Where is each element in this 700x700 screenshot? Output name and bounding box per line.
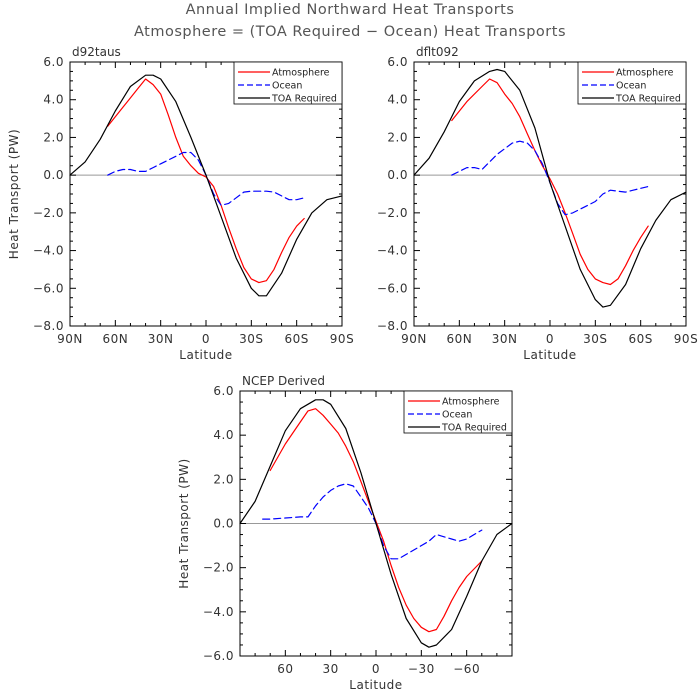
- series-ocean: [107, 151, 305, 206]
- y-tick-label: −4.0: [33, 244, 64, 258]
- y-tick-label: 4.0: [213, 428, 234, 442]
- y-tick-label: −2.0: [203, 561, 234, 575]
- chart-panel-3: −6.0 −4.0 −2.0 0.0 2.0 4.0 6.0 60 30 0 −30 −60 NCEP …: [177, 374, 513, 692]
- figure-title-line2: Atmosphere = (TOA Required − Ocean) Heat…: [134, 24, 566, 40]
- x-tick-label: 30N: [492, 332, 518, 346]
- y-tick-label: 2.0: [213, 472, 234, 486]
- x-axis-label: Latitude: [179, 348, 232, 362]
- series-toa-required: [69, 74, 343, 297]
- series-atmosphere: [269, 408, 483, 633]
- legend-box: [577, 61, 687, 105]
- panel-title: NCEP Derived: [242, 374, 325, 388]
- y-tick-label: 2.0: [43, 130, 64, 144]
- x-tick-label: 90N: [57, 332, 83, 346]
- legend-label: TOA Required: [441, 423, 507, 434]
- y-tick-label: 4.0: [43, 93, 64, 107]
- legend: Atmosphere Ocean TOA Required: [577, 61, 687, 105]
- y-tick-label: −8.0: [33, 319, 64, 333]
- x-tick-label: −30: [408, 662, 435, 676]
- legend-box: [403, 390, 513, 434]
- legend-label: Ocean: [616, 81, 646, 92]
- x-tick-label: 90N: [401, 332, 427, 346]
- legend-label: Ocean: [442, 410, 472, 421]
- y-tick-label: 0.0: [213, 517, 234, 531]
- y-tick-label: 0.0: [387, 168, 408, 182]
- legend-label: TOA Required: [615, 94, 681, 105]
- legend: Atmosphere Ocean TOA Required: [233, 61, 343, 105]
- x-tick-label: 60N: [446, 332, 472, 346]
- figure-title-line1: Annual Implied Northward Heat Transports: [186, 2, 515, 18]
- panel-title: dflt092: [416, 45, 459, 59]
- x-tick-label: 90S: [674, 332, 698, 346]
- x-axis-label: Latitude: [523, 348, 576, 362]
- x-axis-label: Latitude: [349, 678, 402, 692]
- legend-label: Ocean: [272, 81, 302, 92]
- x-tick-label: 60S: [284, 332, 308, 346]
- y-tick-label: 6.0: [387, 55, 408, 69]
- y-tick-label: 4.0: [387, 93, 408, 107]
- y-tick-label: −6.0: [33, 281, 64, 295]
- y-tick-label: −4.0: [377, 244, 408, 258]
- panel-title: d92taus: [72, 45, 121, 59]
- x-tick-label: 60: [277, 662, 293, 676]
- x-tick-label: 0: [202, 332, 210, 346]
- legend-label: TOA Required: [271, 94, 337, 105]
- x-tick-label: 0: [546, 332, 554, 346]
- legend-box: [233, 61, 343, 105]
- series-atmosphere: [107, 78, 305, 284]
- panels: −8.0 −6.0 −4.0 −2.0 0.0 2.0 4.0 6.0 90N 60N 30N 0 30…: [7, 45, 698, 692]
- x-tick-label: 0: [372, 662, 380, 676]
- y-tick-label: 6.0: [213, 384, 234, 398]
- y-tick-label: −2.0: [377, 206, 408, 220]
- y-tick-label: −8.0: [377, 319, 408, 333]
- series-toa-required: [413, 68, 687, 308]
- series-toa-required: [239, 399, 513, 648]
- y-tick-label: 2.0: [387, 130, 408, 144]
- x-tick-label: 30S: [583, 332, 607, 346]
- x-tick-label: 30: [323, 662, 339, 676]
- chart-panel-2: −8.0 −6.0 −4.0 −2.0 0.0 2.0 4.0 6.0 90N 60N 30N 0 30…: [377, 45, 698, 362]
- y-axis-label: Heat Transport (PW): [7, 129, 21, 259]
- legend: Atmosphere Ocean TOA Required: [403, 390, 513, 434]
- legend-label: Atmosphere: [616, 68, 674, 79]
- x-tick-label: 30S: [239, 332, 263, 346]
- series-ocean: [262, 483, 483, 560]
- y-tick-label: −6.0: [203, 649, 234, 663]
- legend-label: Atmosphere: [272, 68, 330, 79]
- x-tick-label: 90S: [330, 332, 354, 346]
- y-tick-label: 0.0: [43, 168, 64, 182]
- x-tick-label: 60N: [102, 332, 128, 346]
- x-tick-label: 60S: [628, 332, 652, 346]
- series-atmosphere: [451, 78, 649, 286]
- legend-label: Atmosphere: [442, 397, 500, 408]
- y-tick-label: −4.0: [203, 605, 234, 619]
- y-tick-label: 6.0: [43, 55, 64, 69]
- x-tick-label: −60: [453, 662, 480, 676]
- x-tick-label: 30N: [148, 332, 174, 346]
- y-tick-label: −2.0: [33, 206, 64, 220]
- chart-panel-1: −8.0 −6.0 −4.0 −2.0 0.0 2.0 4.0 6.0 90N 60N 30N 0 30…: [7, 45, 354, 362]
- y-tick-label: −6.0: [377, 281, 408, 295]
- y-axis-label: Heat Transport (PW): [177, 458, 191, 588]
